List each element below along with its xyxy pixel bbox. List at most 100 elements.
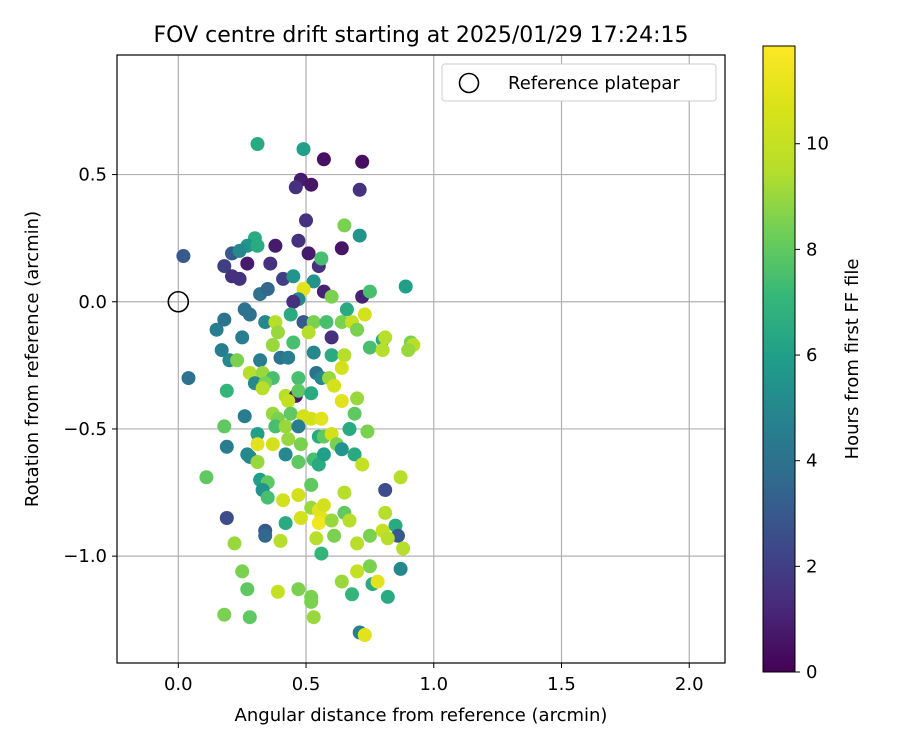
data-point bbox=[242, 610, 257, 625]
data-point bbox=[291, 383, 306, 398]
reference-point bbox=[167, 290, 190, 313]
data-point bbox=[306, 274, 321, 289]
data-point bbox=[327, 528, 342, 543]
data-point bbox=[232, 243, 247, 258]
data-point bbox=[176, 249, 191, 263]
data-point bbox=[199, 470, 214, 485]
data-point bbox=[283, 406, 298, 421]
y-tick-label: 0.5 bbox=[78, 165, 107, 186]
colorbar-tick-label: 0 bbox=[806, 662, 817, 683]
data-point bbox=[265, 437, 280, 452]
data-point bbox=[350, 391, 365, 406]
data-point bbox=[270, 325, 285, 340]
data-point bbox=[352, 182, 367, 197]
data-point bbox=[380, 531, 395, 546]
colorbar-gradient bbox=[762, 45, 796, 673]
data-point bbox=[334, 241, 349, 256]
data-point bbox=[286, 294, 301, 309]
data-point bbox=[375, 343, 390, 358]
data-point bbox=[263, 256, 278, 271]
data-point bbox=[268, 419, 283, 434]
data-point bbox=[250, 427, 265, 441]
y-tick-label: −1.0 bbox=[63, 546, 107, 567]
data-point bbox=[337, 218, 352, 233]
data-point bbox=[255, 381, 270, 396]
data-point bbox=[398, 279, 413, 294]
data-point bbox=[291, 582, 306, 597]
data-point bbox=[393, 470, 408, 485]
colorbar-tick-label: 4 bbox=[806, 451, 817, 472]
x-tick-label: 1.5 bbox=[547, 674, 576, 695]
plot-frame bbox=[116, 54, 726, 664]
data-point bbox=[378, 505, 393, 520]
data-point bbox=[281, 394, 296, 408]
chart-title: FOV centre drift starting at 2025/01/29 … bbox=[154, 23, 689, 48]
x-tick-label: 1.0 bbox=[419, 674, 448, 695]
data-point bbox=[357, 628, 372, 642]
data-point bbox=[278, 419, 293, 434]
data-point bbox=[324, 513, 339, 528]
data-point bbox=[350, 536, 365, 551]
data-point bbox=[227, 536, 242, 551]
data-point bbox=[181, 371, 196, 386]
data-point bbox=[291, 233, 306, 248]
data-point bbox=[258, 528, 273, 543]
data-point bbox=[260, 282, 275, 296]
data-point bbox=[209, 322, 224, 337]
data-point bbox=[232, 271, 247, 286]
y-axis-ticks: −1.0 −0.5 0.0 0.5 bbox=[63, 165, 117, 567]
data-point bbox=[286, 269, 301, 284]
data-point bbox=[347, 406, 362, 421]
x-axis-label: Angular distance from reference (arcmin) bbox=[235, 705, 608, 726]
data-point bbox=[219, 439, 234, 454]
x-tick-label: 2.0 bbox=[675, 674, 704, 695]
data-point bbox=[370, 574, 385, 589]
data-point bbox=[362, 340, 377, 355]
x-axis-ticks: 0.0 0.5 1.0 1.5 2.0 bbox=[164, 663, 704, 695]
data-point bbox=[360, 424, 375, 439]
data-point bbox=[362, 284, 377, 299]
data-point bbox=[230, 353, 245, 368]
data-point bbox=[217, 607, 232, 622]
data-point bbox=[334, 315, 349, 330]
data-point bbox=[327, 378, 342, 393]
data-point bbox=[281, 350, 296, 365]
data-point bbox=[240, 582, 255, 597]
data-point bbox=[253, 353, 268, 368]
data-point bbox=[304, 594, 319, 609]
data-point bbox=[219, 511, 234, 525]
colorbar-label: Hours from first FF file bbox=[842, 259, 863, 460]
data-point bbox=[299, 213, 313, 228]
colorbar-tick-label: 2 bbox=[806, 556, 817, 577]
data-point bbox=[217, 312, 232, 327]
data-point bbox=[316, 498, 331, 513]
data-points bbox=[176, 137, 421, 642]
data-point bbox=[378, 330, 393, 345]
data-point bbox=[270, 584, 285, 599]
data-point bbox=[319, 315, 334, 330]
data-point bbox=[334, 574, 349, 589]
data-point bbox=[214, 343, 229, 358]
data-point bbox=[396, 541, 411, 556]
y-tick-label: −0.5 bbox=[63, 419, 107, 440]
data-point bbox=[291, 455, 306, 469]
data-point bbox=[250, 238, 265, 253]
data-point bbox=[337, 348, 352, 363]
data-point bbox=[339, 302, 354, 317]
data-point bbox=[217, 419, 232, 434]
legend-label: Reference platepar bbox=[508, 73, 680, 94]
data-point bbox=[219, 383, 234, 398]
data-point bbox=[324, 348, 339, 363]
y-axis-label: Rotation from reference (arcmin) bbox=[22, 211, 43, 507]
data-point bbox=[304, 477, 319, 492]
data-point bbox=[250, 455, 265, 469]
data-point bbox=[278, 447, 293, 462]
colorbar: 0 2 4 6 8 10 Hours from first FF file bbox=[762, 45, 863, 683]
data-point bbox=[268, 238, 283, 253]
data-point bbox=[281, 432, 296, 447]
data-point bbox=[291, 488, 306, 503]
data-point bbox=[301, 246, 316, 261]
data-point bbox=[357, 307, 372, 322]
